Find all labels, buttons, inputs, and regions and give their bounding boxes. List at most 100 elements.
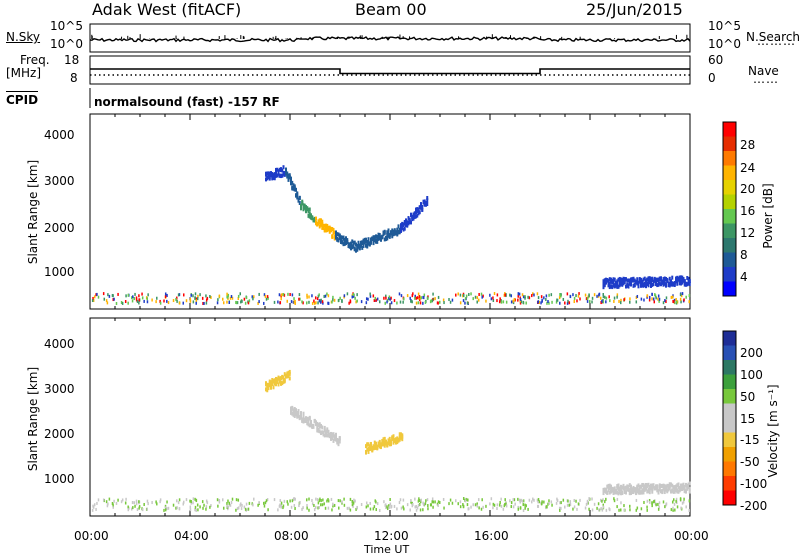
power-echo (351, 244, 354, 249)
power-speckle (132, 295, 134, 299)
power-speckle (385, 294, 387, 298)
velocity-speckle (685, 505, 687, 509)
velocity-speckle (206, 501, 209, 505)
power-speckle (176, 299, 178, 303)
velocity-speckle (293, 504, 296, 508)
velocity-echo (388, 442, 391, 447)
power-speckle (576, 299, 578, 303)
power-panel-frame (89, 113, 691, 310)
power-speckle (457, 292, 459, 296)
velocity-speckle (389, 502, 392, 506)
velocity-speckle (321, 503, 324, 507)
velocity-speckle (532, 497, 534, 501)
velocity-echo (293, 414, 296, 419)
velocity-speckle (467, 498, 469, 502)
power-echo (377, 232, 380, 237)
velocity-speckle (156, 502, 158, 506)
power-echo (618, 279, 621, 284)
power-echo (685, 282, 687, 287)
velocity-echo (381, 442, 384, 447)
power-echo (288, 173, 291, 178)
power-speckle (190, 293, 192, 297)
power-echo (300, 203, 302, 208)
velocity-speckle (558, 506, 561, 510)
power-echo (660, 277, 662, 282)
power-echo (647, 283, 650, 288)
velocity-speckle (384, 503, 386, 507)
power-echo (288, 175, 291, 180)
velocity-speckle (572, 507, 574, 511)
velocity-speckle (196, 503, 199, 507)
power-speckle (655, 296, 657, 300)
power-echo (267, 171, 270, 176)
power-speckle (375, 298, 377, 302)
velocity-speckle (117, 498, 119, 502)
power-speckle (517, 292, 520, 296)
power-echo (611, 278, 614, 283)
velocity-echo (660, 484, 662, 489)
velocity-echo (658, 485, 661, 490)
velocity-speckle (218, 500, 221, 504)
power-echo (292, 185, 295, 190)
power-echo (406, 223, 409, 228)
velocity-speckle (596, 506, 598, 510)
velocity-speckle (383, 500, 385, 504)
velocity-speckle (418, 498, 421, 502)
power-echo (623, 280, 626, 285)
power-echo (663, 276, 666, 281)
power-speckle (389, 297, 391, 301)
velocity-echo (663, 490, 666, 495)
velocity-speckle (675, 499, 677, 503)
power-echo (302, 203, 305, 208)
velocity-echo (338, 435, 341, 440)
velocity-echo (396, 440, 399, 445)
power-echo (345, 236, 347, 241)
power-speckle (616, 295, 618, 299)
power-echo (651, 282, 654, 287)
freq-tick-bottom: 8 (70, 71, 78, 85)
velocity-echo (296, 410, 299, 415)
power-echo (387, 230, 390, 235)
power-echo (610, 279, 612, 284)
power-echo (361, 241, 364, 246)
velocity-echo (645, 482, 647, 487)
velocity-speckle (313, 508, 316, 512)
power-echo (660, 282, 662, 287)
power-echo (680, 275, 682, 280)
velocity-speckle (618, 508, 620, 512)
velocity-echo (656, 484, 659, 489)
velocity-speckle (573, 505, 576, 509)
power-speckle (166, 299, 168, 303)
power-echo (602, 282, 605, 287)
power-echo (370, 240, 372, 245)
velocity-speckle (503, 504, 506, 508)
velocity-speckle (550, 500, 553, 504)
power-speckle (584, 293, 587, 297)
velocity-speckle (591, 508, 594, 512)
velocity-speckle (472, 503, 474, 507)
power-echo (352, 244, 355, 249)
velocity-speckle (333, 503, 336, 507)
power-speckle (518, 292, 521, 296)
power-speckle (102, 292, 105, 296)
velocity-speckle (388, 505, 391, 509)
velocity-echo (632, 485, 635, 490)
power-speckle (196, 297, 199, 301)
velocity-speckle (522, 503, 525, 507)
power-echo (678, 281, 681, 286)
velocity-speckle (490, 497, 493, 501)
power-echo (605, 277, 607, 282)
power-speckle (567, 299, 569, 303)
velocity-speckle (437, 500, 440, 504)
velocity-echo (637, 483, 640, 488)
velocity-speckle (315, 497, 317, 501)
velocity-echo (301, 418, 304, 423)
velocity-speckle (318, 499, 321, 503)
power-speckle (499, 297, 501, 301)
power-speckle (248, 299, 251, 303)
velocity-echo (315, 422, 317, 427)
power-speckle (324, 294, 327, 298)
velocity-echo (265, 381, 267, 386)
power-speckle (343, 294, 346, 298)
velocity-speckle (673, 502, 676, 506)
